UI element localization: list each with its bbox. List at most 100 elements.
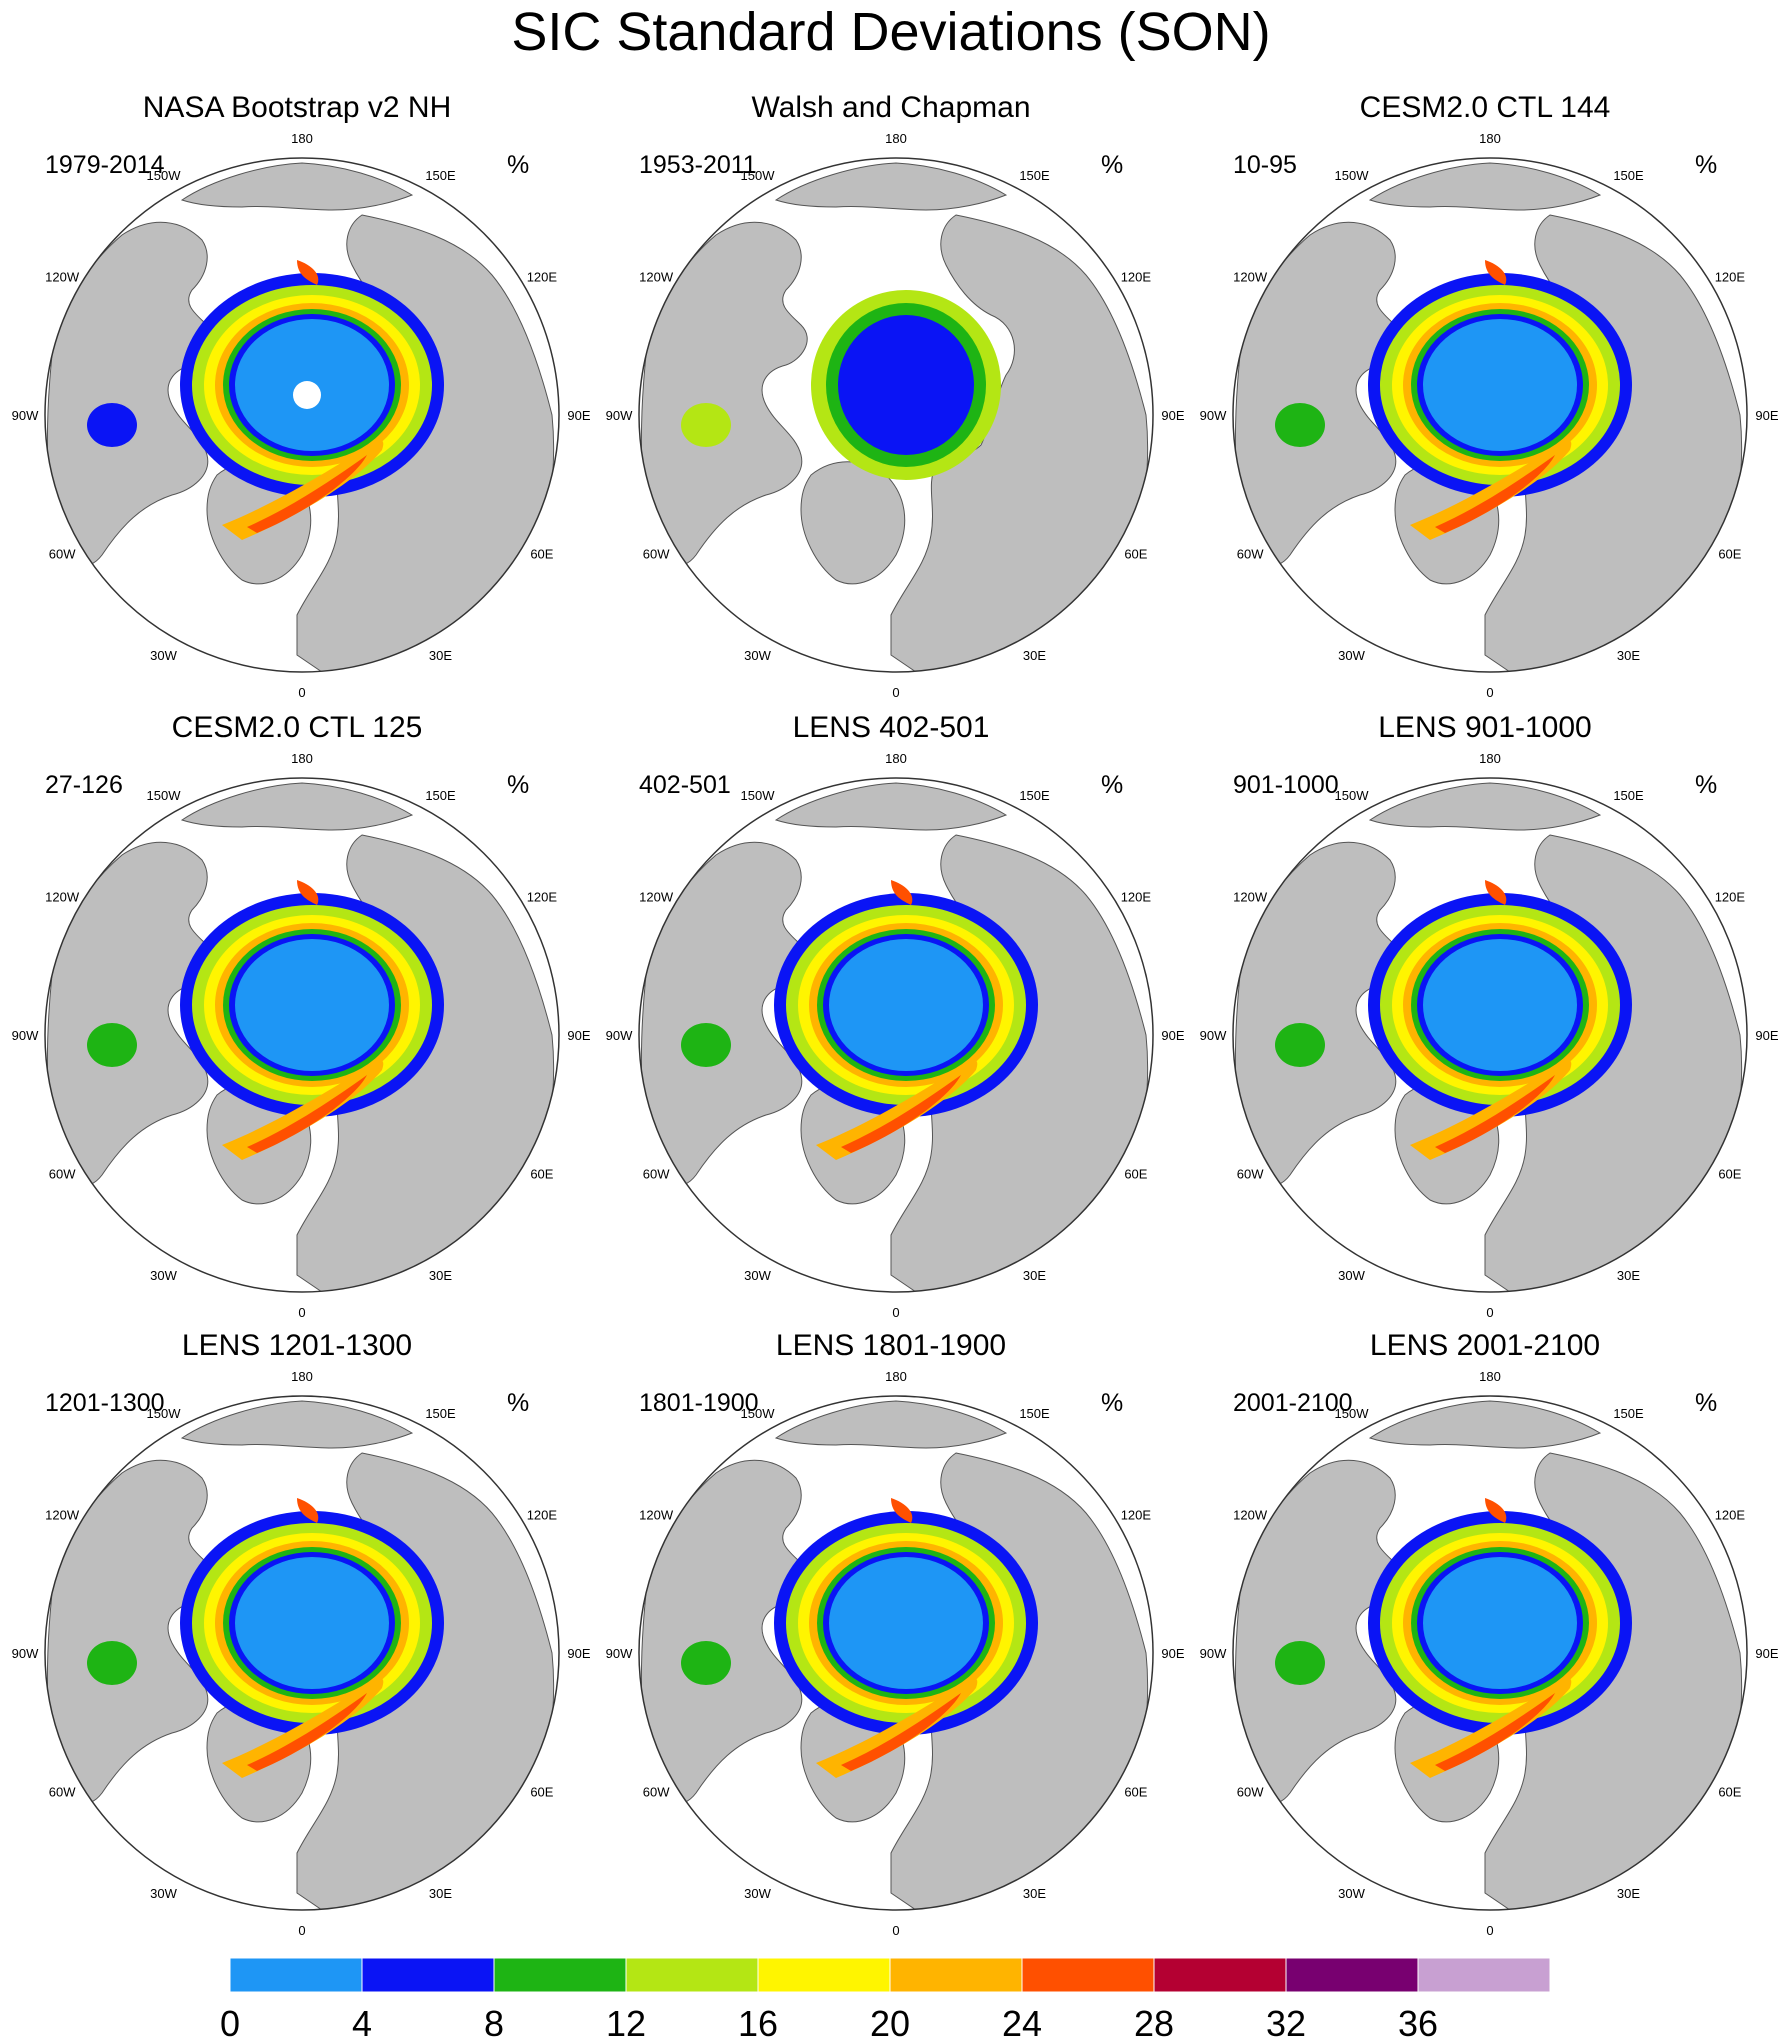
colorbar-tick-label: 32 (1265, 2003, 1307, 2044)
figure-title: SIC Standard Deviations (SON) (511, 2, 1271, 62)
longitude-label: 150E (1613, 168, 1644, 183)
colorbar-swatch (230, 1958, 363, 1993)
ice-sd-contour (1423, 939, 1577, 1071)
map-panel: 180 150E 120E 90E 60E 30E 0 30W 60W 90W 120W 150W Wa… (594, 0, 1188, 700)
longitude-label: 30W (1338, 1886, 1365, 1901)
map-border (638, 1395, 1154, 1911)
longitude-label: 120W (639, 270, 674, 285)
longitude-label: 180 (291, 751, 313, 766)
ice-sd-contour (297, 880, 319, 905)
longitude-label: 90E (1161, 408, 1184, 423)
longitude-label: 150W (1335, 1406, 1370, 1421)
panel-period: 1201-1300 (45, 1389, 165, 1417)
longitude-label: 150E (1613, 788, 1644, 803)
ice-sd-contour (1485, 880, 1507, 905)
ice-sd-contour (829, 1557, 983, 1689)
colorbar-swatch (1021, 1958, 1155, 1993)
ice-sd-contour (222, 440, 384, 540)
panel-title: LENS 1201-1300 (181, 1329, 413, 1362)
longitude-label: 150E (1613, 1406, 1644, 1421)
ice-sd-contour (1275, 1640, 1325, 1686)
longitude-label: 180 (1479, 1369, 1501, 1384)
colorbar-swatch (1153, 1958, 1287, 1993)
panel-period: 901-1000 (1233, 771, 1339, 799)
longitude-label: 150E (425, 168, 456, 183)
colorbar-tick-label: 24 (1001, 2003, 1043, 2044)
map-border (638, 777, 1154, 1293)
longitude-label: 60E (1124, 547, 1147, 562)
longitude-label: 60E (530, 547, 553, 562)
ice-sd-contour (838, 315, 974, 455)
ice-sd-contour (816, 1060, 978, 1160)
panel-unit: % (1695, 151, 1718, 179)
ice-sd-contour (1435, 455, 1555, 533)
longitude-label: 0 (298, 1305, 305, 1320)
polar-map: 180 150E 120E 90E 60E 30E 0 30W 60W 90W 120W 150W (606, 751, 1185, 1320)
ice-sd-contour (829, 939, 983, 1071)
map-panel: 180 150E 120E 90E 60E 30E 0 30W 60W 90W 120W 150W LE… (1188, 1238, 1782, 1938)
longitude-label: 30E (1023, 1268, 1046, 1283)
longitude-label: 120E (1121, 270, 1152, 285)
longitude-label: 180 (291, 131, 313, 146)
land-beringia (1368, 1400, 1602, 1449)
land-beringia (180, 162, 414, 211)
colorbar-boxes (230, 1958, 1550, 1993)
land-beringia (774, 782, 1008, 831)
land-beringia (180, 1400, 414, 1449)
ice-sd-contour (1435, 1693, 1555, 1771)
ice-sd-contour (1410, 1678, 1572, 1778)
longitude-label: 90W (1200, 1646, 1227, 1661)
panel-title: CESM2.0 CTL 144 (1359, 91, 1611, 124)
panel-title: NASA Bootstrap v2 NH (142, 91, 452, 124)
longitude-label: 120W (639, 1508, 674, 1523)
ice-sd-contour (816, 1678, 978, 1778)
longitude-label: 60W (643, 547, 670, 562)
panel-title: LENS 2001-2100 (1369, 1329, 1601, 1362)
longitude-label: 90E (1161, 1028, 1184, 1043)
panel-period: 10-95 (1233, 151, 1297, 179)
longitude-label: 30W (1338, 1268, 1365, 1283)
longitude-label: 120W (639, 890, 674, 905)
map-panel: 180 150E 120E 90E 60E 30E 0 30W 60W 90W 120W 150W CE… (1188, 0, 1782, 700)
colorbar-tick-label: 4 (351, 2003, 373, 2044)
longitude-label: 120E (527, 890, 558, 905)
polar-map: 180 150E 120E 90E 60E 30E 0 30W 60W 90W 120W 150W (1200, 131, 1779, 700)
panel-title: LENS 901-1000 (1378, 711, 1592, 744)
ice-sd-contour (247, 1075, 367, 1153)
longitude-label: 60E (530, 1785, 553, 1800)
longitude-label: 30E (1617, 1268, 1640, 1283)
longitude-label: 30E (429, 1268, 452, 1283)
longitude-label: 60W (1237, 1167, 1264, 1182)
land-beringia (180, 782, 414, 831)
longitude-label: 120E (1715, 270, 1746, 285)
ice-sd-contour (1423, 319, 1577, 451)
longitude-label: 60W (49, 547, 76, 562)
colorbar-swatch (361, 1958, 495, 1993)
longitude-label: 0 (892, 1305, 899, 1320)
panel-unit: % (507, 1389, 530, 1417)
longitude-label: 120E (1715, 1508, 1746, 1523)
longitude-label: 30E (1023, 1886, 1046, 1901)
longitude-label: 90W (12, 1028, 39, 1043)
longitude-label: 150W (741, 1406, 776, 1421)
ice-sd-contour (681, 402, 731, 448)
longitude-label: 90E (567, 1028, 590, 1043)
panel-unit: % (1695, 771, 1718, 799)
panel-unit: % (1101, 771, 1124, 799)
map-panel: 180 150E 120E 90E 60E 30E 0 30W 60W 90W 120W 150W LE… (0, 1238, 594, 1938)
longitude-label: 90W (606, 1028, 633, 1043)
longitude-label: 150E (425, 788, 456, 803)
longitude-label: 120W (45, 890, 80, 905)
colorbar-swatch (889, 1958, 1023, 1993)
longitude-label: 150W (147, 168, 182, 183)
longitude-label: 90W (606, 408, 633, 423)
colorbar-tick-label: 8 (483, 2003, 505, 2044)
panel-unit: % (507, 771, 530, 799)
longitude-label: 60E (1718, 547, 1741, 562)
longitude-label: 90E (567, 1646, 590, 1661)
longitude-label: 60E (1124, 1785, 1147, 1800)
map-panel: 180 150E 120E 90E 60E 30E 0 30W 60W 90W 120W 150W CE… (0, 620, 594, 1320)
colorbar-swatch (625, 1958, 759, 1993)
longitude-label: 150E (1019, 1406, 1050, 1421)
land-beringia (774, 1400, 1008, 1449)
